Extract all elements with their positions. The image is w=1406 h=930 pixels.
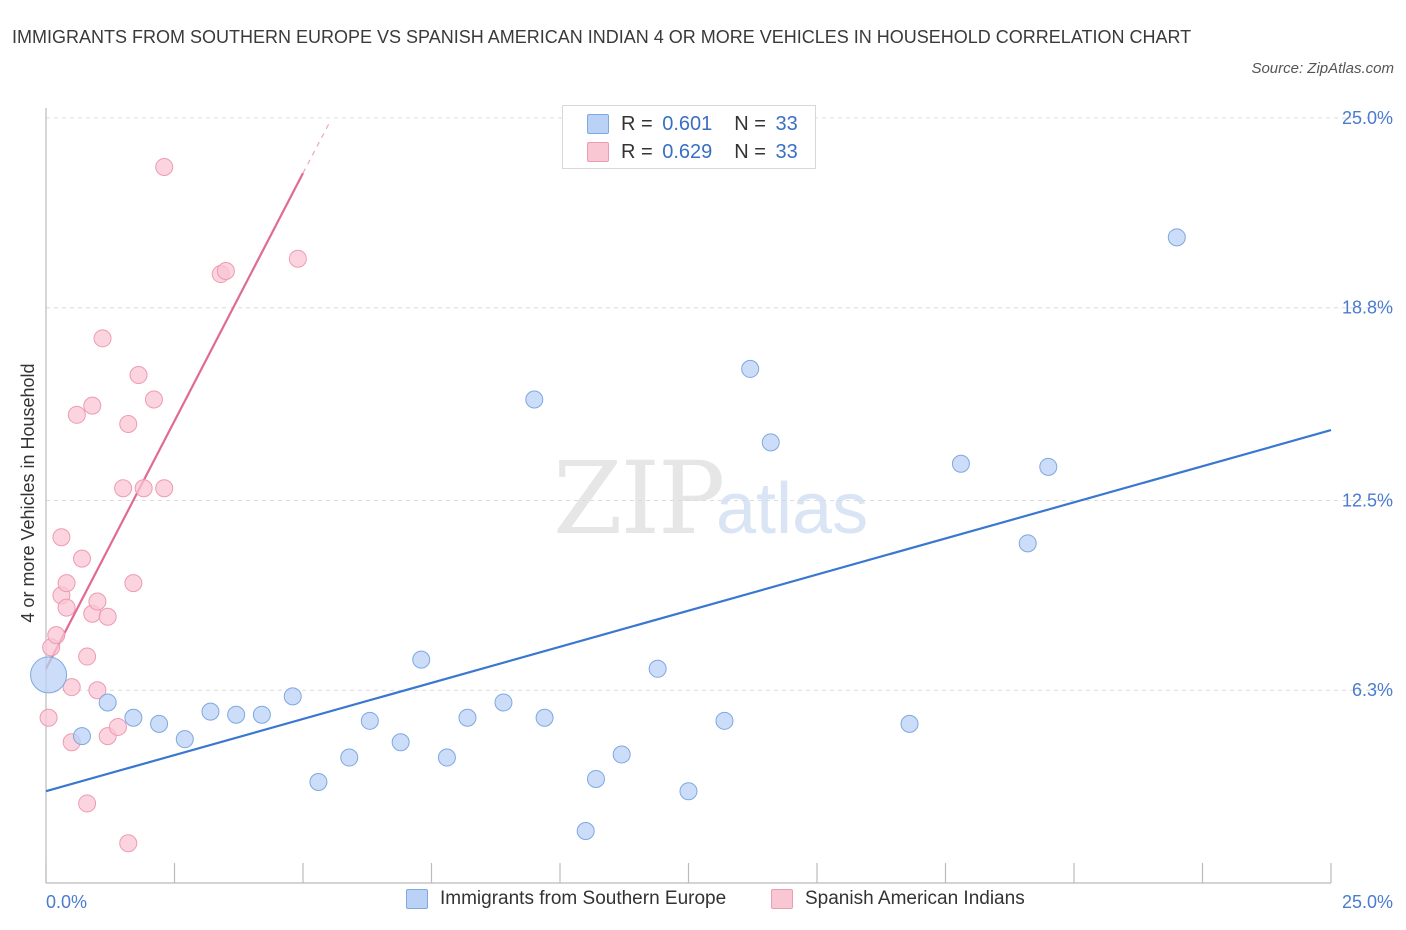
data-point [134, 479, 153, 498]
trend-line [45, 172, 304, 670]
data-point [175, 730, 194, 749]
data-point [39, 708, 58, 727]
data-point [437, 748, 456, 767]
data-point [761, 433, 780, 452]
y-tick-label: 18.8% [1342, 298, 1393, 318]
legend-swatch-blue [587, 114, 609, 134]
source-credit: Source: ZipAtlas.com [1251, 60, 1394, 77]
data-point [72, 549, 91, 568]
data-point [88, 681, 107, 700]
legend-swatch-pink [771, 889, 793, 909]
data-point [535, 708, 554, 727]
data-point [57, 574, 76, 593]
watermark-zip: ZIP [553, 440, 725, 557]
data-point [150, 714, 169, 733]
y-tick-label: 25.0% [1342, 108, 1393, 128]
data-point [88, 592, 107, 611]
data-point [715, 711, 734, 730]
data-point [67, 405, 86, 424]
data-point [648, 659, 667, 678]
legend-swatch-blue [406, 889, 428, 909]
n-value: 33 [775, 112, 798, 135]
data-point [360, 711, 379, 730]
watermark-atlas: atlas [716, 469, 869, 549]
data-point [114, 479, 133, 498]
tick-labels: 6.3% 12.5% 18.8% 25.0% 0.0% 25.0% [46, 108, 1393, 912]
data-point [900, 714, 919, 733]
data-point [252, 705, 271, 724]
data-point [119, 834, 138, 853]
legend-row-series-2: R = 0.629 N = 33 [587, 139, 798, 165]
grid-lines [46, 117, 1391, 691]
y-tick-label: 12.5% [1342, 491, 1393, 511]
data-point [47, 626, 66, 645]
r-value: 0.629 [662, 140, 713, 163]
data-point [288, 249, 307, 268]
data-point [586, 769, 605, 788]
r-label: R = [621, 112, 653, 135]
data-point [124, 574, 143, 593]
data-point [78, 647, 97, 666]
axes [45, 108, 1332, 884]
data-point [576, 821, 595, 840]
n-label: N = [734, 140, 766, 163]
data-point [57, 598, 76, 617]
legend-row-series-1: R = 0.601 N = 33 [587, 111, 798, 137]
data-point [612, 745, 631, 764]
n-value: 33 [775, 140, 798, 163]
data-point [155, 157, 174, 176]
data-point [144, 390, 163, 409]
data-point [98, 693, 117, 712]
data-point [494, 693, 513, 712]
data-point [201, 702, 220, 721]
data-point [340, 748, 359, 767]
bottom-legend-item-1[interactable]: Immigrants from Southern Europe [406, 888, 726, 910]
data-point [129, 366, 148, 385]
trend-lines [45, 123, 1332, 793]
trend-line [45, 429, 1332, 793]
data-point [93, 329, 112, 348]
x-tick-label: 0.0% [46, 892, 87, 912]
data-point [951, 454, 970, 473]
data-point [741, 359, 760, 378]
x-tick-label: 25.0% [1342, 892, 1393, 912]
data-point [412, 650, 431, 669]
data-point [52, 528, 71, 547]
data-point [1167, 228, 1186, 247]
legend-label: Spanish American Indians [805, 888, 1025, 909]
r-label: R = [621, 140, 653, 163]
data-point [119, 415, 138, 433]
n-label: N = [734, 112, 766, 135]
data-point [216, 262, 235, 280]
data-point [1018, 534, 1037, 553]
legend-swatch-pink [587, 142, 609, 162]
stats-legend: R = 0.601 N = 33 R = 0.629 N = 33 [562, 105, 816, 169]
data-point [679, 782, 698, 801]
data-point [98, 607, 117, 626]
data-points [30, 157, 1186, 853]
legend-label: Immigrants from Southern Europe [440, 888, 727, 909]
data-point [309, 773, 328, 792]
data-point [78, 794, 97, 813]
data-point [283, 687, 302, 706]
data-point [1039, 457, 1058, 476]
y-axis-title: 4 or more Vehicles in Household [18, 363, 38, 622]
data-point [155, 479, 174, 498]
data-point [72, 727, 91, 746]
r-value: 0.601 [662, 112, 713, 135]
data-point [83, 396, 102, 415]
data-point [391, 733, 410, 752]
data-point [227, 705, 246, 724]
y-tick-label: 6.3% [1352, 680, 1393, 700]
data-point [30, 656, 68, 694]
data-point [108, 717, 127, 736]
data-point [525, 390, 544, 409]
data-point [62, 678, 81, 697]
chart-title: IMMIGRANTS FROM SOUTHERN EUROPE VS SPANI… [12, 27, 1192, 47]
data-point [458, 708, 477, 727]
bottom-legend-item-2[interactable]: Spanish American Indians [771, 888, 1025, 910]
trend-line-extension [302, 123, 330, 174]
data-point [124, 708, 143, 727]
